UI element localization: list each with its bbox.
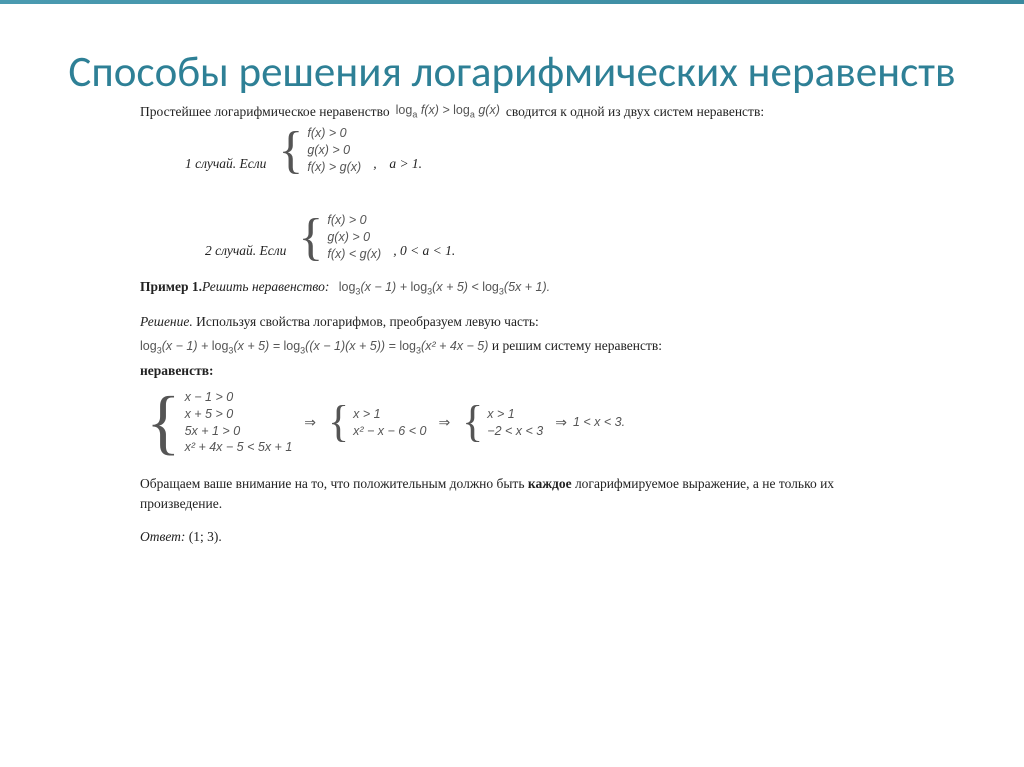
solution-label: Решение. [140, 314, 193, 329]
solution-lead: Решение. Используя свойства логарифмов, … [140, 312, 884, 332]
note-bold: каждое [528, 476, 572, 491]
intro-paragraph: Простейшее логарифмическое неравенство l… [140, 101, 884, 122]
case1-if: Если [240, 156, 267, 171]
intro-tail: сводится к одной из двух систем неравенс… [506, 102, 764, 122]
brace-icon: { [462, 402, 483, 442]
case2-line3: f(x) < g(x) [327, 246, 381, 263]
solution-lead-text: Используя свойства логарифмов, преобразу… [196, 314, 539, 329]
case2-label: 2 случай. [205, 243, 256, 258]
note-paragraph: Обращаем ваше внимание на то, что положи… [140, 474, 884, 513]
note-lead: Обращаем ваше внимание на то, что положи… [140, 476, 525, 491]
sys1-line2: x + 5 > 0 [185, 406, 293, 423]
case1-label: 1 случай. [185, 156, 236, 171]
sys2-line2: x² − x − 6 < 0 [353, 423, 426, 440]
sys1-line1: x − 1 > 0 [185, 389, 293, 406]
solution-transform: log3(x − 1) + log3(x + 5) = log3((x − 1)… [140, 339, 492, 353]
case1-line2: g(x) > 0 [307, 142, 361, 159]
sys3-line2: −2 < x < 3 [487, 423, 543, 440]
slide-top-border [0, 0, 1024, 4]
arrow-icon: ⇒ [438, 412, 450, 432]
slide-title: Способы решения логарифмических неравенс… [0, 0, 1024, 99]
case1-separator: , [373, 154, 376, 174]
arrow-icon: ⇒ [304, 412, 316, 432]
case-2: 2 случай. Если { f(x) > 0 g(x) > 0 f(x) … [205, 212, 884, 263]
ineq-word: неравенств: [140, 361, 884, 381]
answer-label: Ответ: [140, 529, 185, 544]
chain-sys1: { x − 1 > 0 x + 5 > 0 5x + 1 > 0 x² + 4x… [146, 389, 292, 457]
case1-line3: f(x) > g(x) [307, 159, 361, 176]
arrow-icon: ⇒ [555, 412, 567, 432]
sys1-line4: x² + 4x − 5 < 5x + 1 [185, 439, 293, 456]
solution-transform-row: log3(x − 1) + log3(x + 5) = log3((x − 1)… [140, 336, 884, 358]
system-chain: { x − 1 > 0 x + 5 > 0 5x + 1 > 0 x² + 4x… [140, 389, 884, 457]
brace-icon: { [298, 213, 323, 262]
sys1-line3: 5x + 1 > 0 [185, 423, 293, 440]
case2-if: Если [260, 243, 287, 258]
answer-value: (1; 3). [189, 529, 222, 544]
case2-line2: g(x) > 0 [327, 229, 381, 246]
solution-tail: и решим систему неравенств: [492, 338, 662, 353]
case-1: 1 случай. Если { f(x) > 0 g(x) > 0 f(x) … [185, 125, 884, 176]
brace-icon: { [146, 389, 181, 455]
case2-condition: , 0 < a < 1. [393, 241, 455, 261]
intro-lead: Простейшее логарифмическое неравенство [140, 102, 390, 122]
answer-row: Ответ: (1; 3). [140, 527, 884, 547]
chain-result: 1 < x < 3. [573, 413, 625, 431]
brace-icon: { [328, 402, 349, 442]
example-task: Решить неравенство: [202, 279, 329, 294]
brace-icon: { [278, 126, 303, 175]
case2-line1: f(x) > 0 [327, 212, 381, 229]
example-row: Пример 1.Решить неравенство: log3(x − 1)… [140, 277, 884, 299]
chain-sys3: { x > 1 −2 < x < 3 [462, 402, 543, 442]
case1-line1: f(x) > 0 [307, 125, 361, 142]
sys2-line1: x > 1 [353, 406, 426, 423]
case1-system: { f(x) > 0 g(x) > 0 f(x) > g(x) [278, 125, 361, 176]
example-problem: log3(x − 1) + log3(x + 5) < log3(5x + 1)… [339, 280, 550, 294]
case1-condition: a > 1. [383, 154, 423, 174]
sys3-line1: x > 1 [487, 406, 543, 423]
example-label: Пример 1. [140, 279, 202, 294]
chain-sys2: { x > 1 x² − x − 6 < 0 [328, 402, 426, 442]
case2-system: { f(x) > 0 g(x) > 0 f(x) < g(x) [298, 212, 381, 263]
intro-inequality: loga f(x) > loga g(x) [396, 101, 500, 122]
slide-content: Простейшее логарифмическое неравенство l… [0, 99, 1024, 547]
